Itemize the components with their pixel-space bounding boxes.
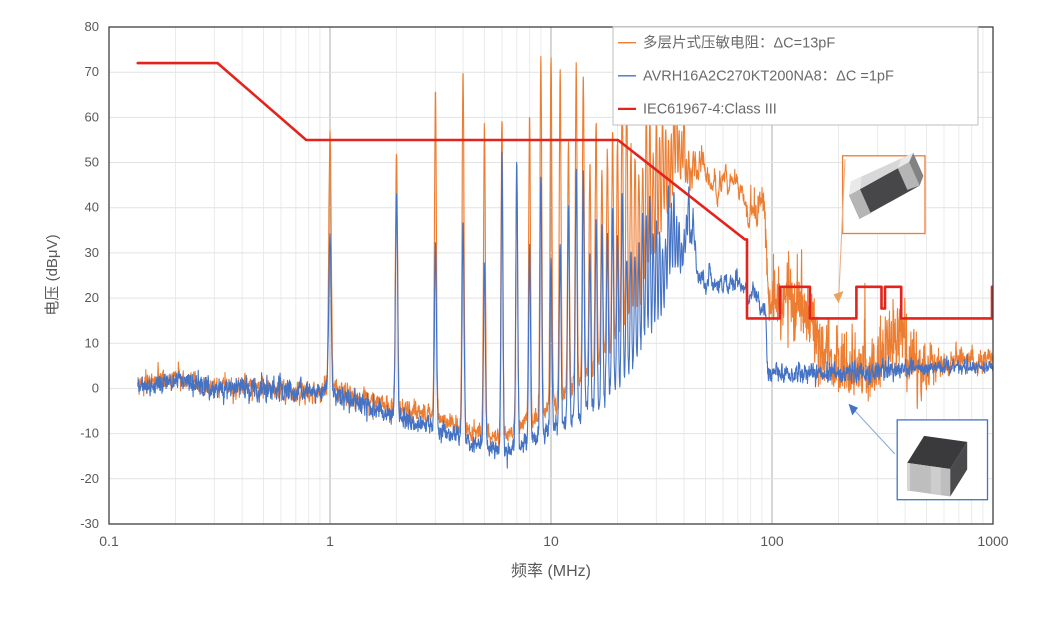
svg-text:100: 100 — [760, 533, 784, 549]
svg-text:频率 (MHz): 频率 (MHz) — [511, 562, 591, 580]
svg-text:多层片式压敏电阻：ΔC=13pF: 多层片式压敏电阻：ΔC=13pF — [643, 35, 835, 52]
svg-text:50: 50 — [85, 155, 99, 170]
svg-text:电压 (dBμV): 电压 (dBμV) — [44, 234, 61, 315]
svg-text:60: 60 — [85, 109, 99, 124]
svg-text:40: 40 — [85, 200, 99, 215]
svg-text:1: 1 — [326, 533, 334, 549]
svg-text:-10: -10 — [80, 426, 99, 441]
svg-text:10: 10 — [543, 533, 559, 549]
svg-text:IEC61967-4:Class III: IEC61967-4:Class III — [643, 102, 777, 118]
svg-text:70: 70 — [85, 64, 99, 79]
svg-text:AVRH16A2C270KT200NA8：ΔC =1pF: AVRH16A2C270KT200NA8：ΔC =1pF — [643, 69, 894, 85]
svg-text:-30: -30 — [80, 516, 99, 531]
svg-text:30: 30 — [85, 245, 99, 260]
svg-text:1000: 1000 — [977, 533, 1008, 549]
svg-text:-20: -20 — [80, 471, 99, 486]
svg-text:20: 20 — [85, 290, 99, 305]
svg-text:0: 0 — [92, 381, 99, 396]
svg-text:80: 80 — [85, 19, 99, 34]
svg-text:0.1: 0.1 — [99, 533, 119, 549]
svg-text:10: 10 — [85, 335, 99, 350]
